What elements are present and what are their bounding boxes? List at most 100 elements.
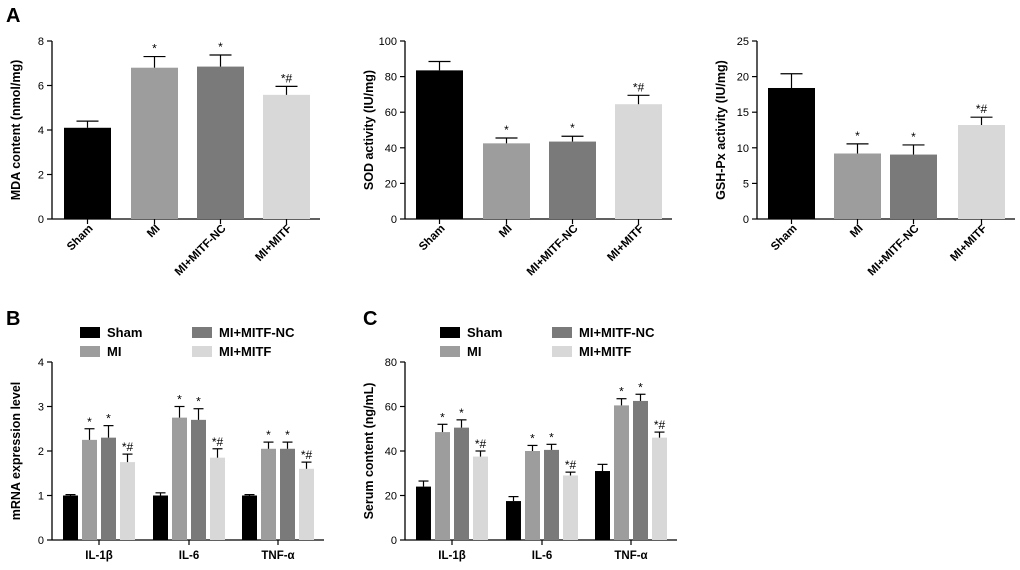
bar-mi-mitf-nc (633, 400, 648, 540)
significance-label: * (177, 393, 182, 407)
bar-mi-mitf (210, 457, 225, 540)
y-axis-label: SOD activity (IU/mg) (362, 70, 376, 190)
x-tick-label: MI+MITF-NC (173, 223, 229, 279)
x-tick-label: MI (848, 223, 866, 241)
y-tick-label: 8 (38, 36, 44, 48)
y-tick-label: 80 (385, 357, 397, 369)
bar-mi (172, 417, 187, 540)
bar-sham (595, 471, 610, 540)
y-tick-label: 40 (385, 143, 397, 155)
bar-mi-mitf-nc (544, 449, 559, 540)
bar-mi (834, 153, 881, 219)
bar-sham (64, 127, 111, 219)
x-tick-label: MI+MITF-NC (866, 223, 922, 279)
x-tick-label: MI (145, 223, 163, 241)
legend-label: MI (467, 344, 481, 359)
bar-mi-mitf (120, 462, 135, 540)
y-tick-label: 20 (385, 491, 397, 503)
significance-label: * (619, 385, 624, 399)
bar-sham (63, 495, 78, 540)
y-tick-label: 15 (737, 107, 749, 119)
bar-mi-mitf-nc (197, 66, 244, 220)
x-tick-label: MI+MITF (948, 223, 989, 264)
legend-label: MI+MITF-NC (579, 325, 655, 340)
legend-swatch (80, 346, 100, 357)
chart-a3: 0 5 10 15 20 25 GSH-Px activity (IU/mg) Sham * MI… (714, 36, 1015, 278)
y-axis-label: mRNA expression level (9, 382, 23, 520)
y-tick-label: 2 (38, 170, 44, 182)
legend-label: MI+MITF (219, 344, 271, 359)
legend-label: Sham (467, 325, 502, 340)
legend-swatch (440, 327, 460, 338)
bar-mi-mitf (615, 104, 662, 219)
x-tick-label: MI (497, 223, 515, 241)
bar-mi-mitf (563, 475, 578, 540)
chart-b: 0 1 2 3 4 mRNA expression level * * *# IL-1β * * *# I… (9, 325, 324, 562)
y-tick-label: 3 (38, 402, 44, 414)
charts: 0 2 4 6 8 MDA content (nmol/mg) Sham * MI * MI+MIT… (9, 36, 1015, 562)
significance-label: *# (654, 418, 666, 432)
significance-label: * (285, 428, 290, 442)
significance-label: *# (301, 448, 313, 462)
significance-label: *# (976, 102, 988, 116)
chart-a1: 0 2 4 6 8 MDA content (nmol/mg) Sham * MI * MI+MIT… (9, 36, 320, 278)
bar-sham (153, 495, 168, 540)
y-tick-label: 25 (737, 36, 749, 48)
bar-mi-mitf-nc (890, 154, 937, 219)
significance-label: * (549, 430, 554, 444)
y-tick-label: 100 (379, 36, 397, 48)
bar-mi-mitf (473, 456, 488, 540)
legend-swatch (440, 346, 460, 357)
significance-label: * (504, 123, 509, 137)
x-tick-label: TNF-α (261, 550, 294, 562)
x-tick-label: Sham (769, 223, 800, 254)
bar-mi-mitf (263, 94, 310, 219)
y-tick-label: 0 (743, 214, 749, 226)
bar-mi (614, 405, 629, 540)
y-tick-label: 40 (385, 446, 397, 458)
significance-label: * (440, 410, 445, 424)
significance-label: *# (475, 437, 487, 451)
x-tick-label: MI+MITF-NC (525, 223, 581, 279)
bar-mi-mitf-nc (280, 448, 295, 540)
legend-label: MI (107, 344, 121, 359)
significance-label: * (570, 121, 575, 135)
y-tick-label: 20 (737, 72, 749, 84)
bar-sham (416, 486, 431, 540)
legend-swatch (552, 346, 572, 357)
legend-swatch (552, 327, 572, 338)
x-tick-label: TNF-α (614, 550, 647, 562)
significance-label: * (218, 40, 223, 54)
x-tick-label: IL-1β (85, 550, 112, 562)
y-axis-label: Serum content (ng/mL) (362, 383, 376, 520)
significance-label: * (855, 129, 860, 143)
x-tick-label: IL-6 (532, 550, 552, 562)
legend-label: MI+MITF (579, 344, 631, 359)
bar-mi (525, 451, 540, 540)
x-tick-label: IL-6 (179, 550, 199, 562)
y-tick-label: 4 (38, 125, 44, 137)
panel-label-b: B (6, 308, 20, 330)
chart-a2: 0 20 40 60 80 100 SOD activity (IU/mg) Sham * MI *… (362, 36, 672, 278)
significance-label: * (152, 42, 157, 56)
y-tick-label: 60 (385, 107, 397, 119)
bar-mi (435, 432, 450, 540)
bar-sham (506, 501, 521, 540)
bar-mi-mitf-nc (549, 141, 596, 219)
y-tick-label: 5 (743, 178, 749, 190)
bar-sham (768, 87, 815, 219)
y-axis-label: GSH-Px activity (IU/mg) (714, 60, 728, 200)
bar-mi-mitf (958, 125, 1005, 219)
bar-sham (242, 495, 257, 540)
y-tick-label: 6 (38, 81, 44, 93)
legend-label: Sham (107, 325, 142, 340)
y-tick-label: 60 (385, 402, 397, 414)
panel-label-c: C (363, 308, 377, 330)
significance-label: *# (212, 435, 224, 449)
bar-mi (131, 67, 178, 219)
legend-swatch (80, 327, 100, 338)
y-tick-label: 0 (38, 214, 44, 226)
bar-mi-mitf (299, 468, 314, 540)
y-tick-label: 0 (391, 535, 397, 547)
